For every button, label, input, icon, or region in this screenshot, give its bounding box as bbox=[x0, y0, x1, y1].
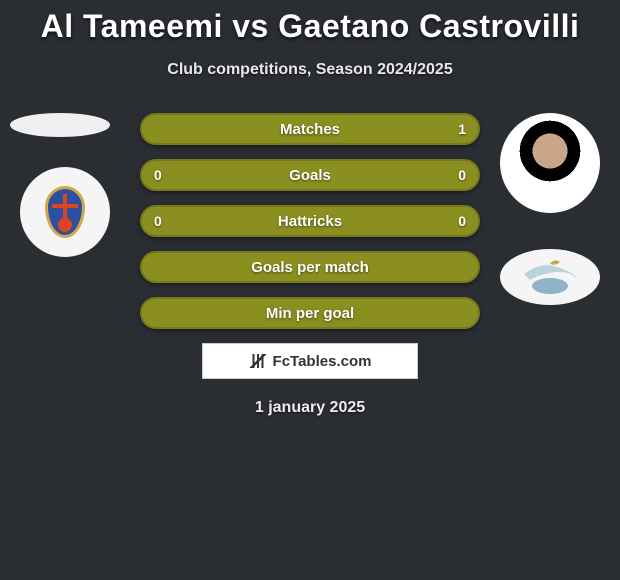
stat-row-hattricks: 0 Hattricks 0 bbox=[140, 205, 480, 237]
stat-right-value: 1 bbox=[458, 121, 466, 137]
stat-row-min-per-goal: Min per goal bbox=[140, 297, 480, 329]
brand-text: FcTables.com bbox=[273, 353, 372, 370]
stat-row-goals: 0 Goals 0 bbox=[140, 159, 480, 191]
stat-row-matches: Matches 1 bbox=[140, 113, 480, 145]
snapshot-date: 1 january 2025 bbox=[255, 399, 365, 417]
como-crest-icon bbox=[45, 186, 85, 238]
player-right-avatar bbox=[500, 113, 600, 213]
comparison-panel: Matches 1 0 Goals 0 0 Hattricks 0 Goals … bbox=[0, 99, 620, 439]
stat-label: Goals bbox=[289, 167, 331, 184]
stat-label: Min per goal bbox=[266, 305, 354, 322]
stat-left-value: 0 bbox=[154, 167, 162, 183]
stat-label: Hattricks bbox=[278, 213, 342, 230]
stat-left-value: 0 bbox=[154, 213, 162, 229]
stat-rows: Matches 1 0 Goals 0 0 Hattricks 0 Goals … bbox=[140, 113, 480, 329]
stat-right-value: 0 bbox=[458, 213, 466, 229]
stat-row-goals-per-match: Goals per match bbox=[140, 251, 480, 283]
page-title: Al Tameemi vs Gaetano Castrovilli bbox=[0, 0, 620, 45]
subtitle: Club competitions, Season 2024/2025 bbox=[0, 61, 620, 79]
player-left-avatar bbox=[10, 113, 110, 137]
lazio-crest-icon bbox=[520, 258, 580, 296]
brand-watermark: FcTables.com bbox=[202, 343, 418, 379]
stat-label: Goals per match bbox=[251, 259, 369, 276]
player-right-club-logo bbox=[500, 249, 600, 305]
chart-icon bbox=[249, 354, 267, 368]
stat-right-value: 0 bbox=[458, 167, 466, 183]
stat-label: Matches bbox=[280, 121, 340, 138]
player-left-club-logo bbox=[20, 167, 110, 257]
